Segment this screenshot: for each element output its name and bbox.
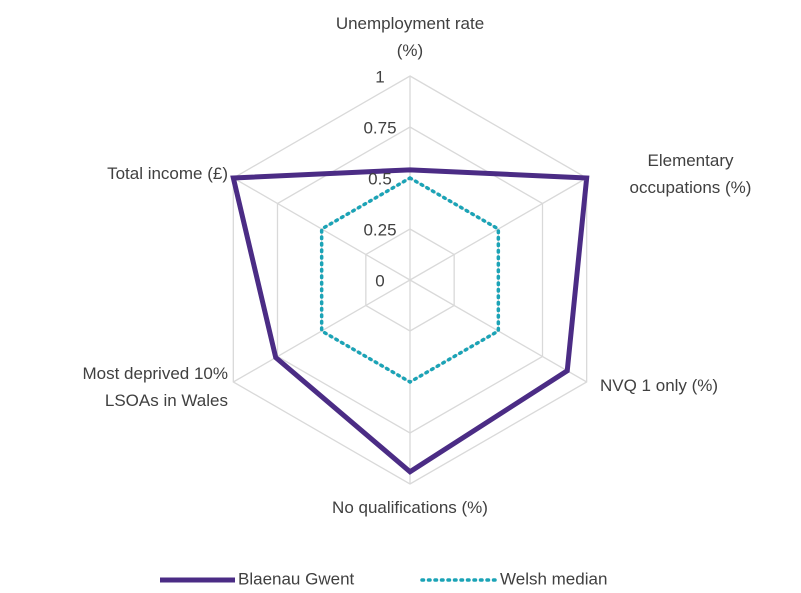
axis-label: No qualifications (%) xyxy=(332,498,488,517)
axis-label: Unemployment rate (%) xyxy=(335,14,485,60)
tick-label: 0 xyxy=(375,271,384,290)
tick-label: 0.75 xyxy=(363,118,396,137)
axis-label: NVQ 1 only (%) xyxy=(600,376,719,395)
axis-label: Total income (£) xyxy=(107,164,228,183)
axis-label: Most deprived 10% LSOAs in Wales xyxy=(82,364,228,410)
tick-label: 0.25 xyxy=(363,220,396,239)
axis-label: Elementary occupations (%) xyxy=(629,151,752,197)
series-line xyxy=(230,167,590,475)
legend-label: Blaenau Gwent xyxy=(238,569,355,588)
legend-label: Welsh median xyxy=(500,569,607,588)
spoke xyxy=(409,177,587,281)
series-line xyxy=(319,175,501,385)
tick-label: 1 xyxy=(375,67,384,86)
tick-label: 0.5 xyxy=(368,169,392,188)
